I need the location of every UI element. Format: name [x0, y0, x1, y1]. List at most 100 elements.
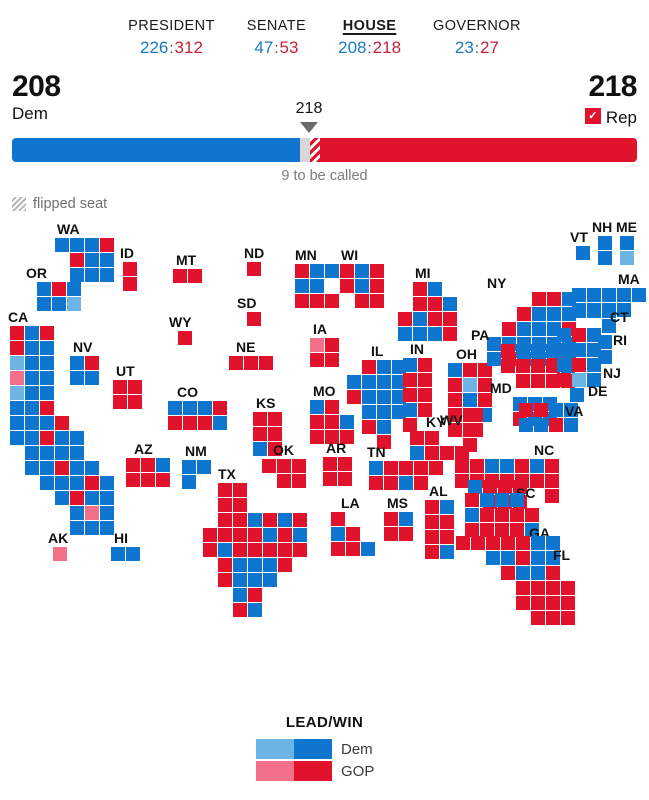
seat-square[interactable] [347, 390, 361, 404]
seat-square[interactable] [516, 551, 530, 565]
seat-square[interactable] [361, 542, 375, 556]
seat-square[interactable] [418, 388, 432, 402]
seat-square[interactable] [399, 476, 413, 490]
seat-square[interactable] [37, 282, 51, 296]
seat-square[interactable] [448, 378, 462, 392]
seat-square[interactable] [40, 461, 54, 475]
seat-square[interactable] [70, 431, 84, 445]
seat-square[interactable] [10, 401, 24, 415]
seat-square[interactable] [100, 238, 114, 252]
seat-square[interactable] [516, 566, 530, 580]
seat-square[interactable] [478, 378, 492, 392]
seat-square[interactable] [377, 420, 391, 434]
seat-square[interactable] [53, 547, 67, 561]
seat-square[interactable] [156, 473, 170, 487]
seat-square[interactable] [233, 543, 247, 557]
seat-square[interactable] [547, 307, 561, 321]
seat-square[interactable] [40, 446, 54, 460]
seat-square[interactable] [331, 527, 345, 541]
seat-square[interactable] [40, 416, 54, 430]
seat-square[interactable] [218, 558, 232, 572]
seat-square[interactable] [572, 304, 586, 318]
seat-square[interactable] [495, 493, 509, 507]
seat-square[interactable] [126, 547, 140, 561]
seat-square[interactable] [617, 303, 631, 317]
seat-square[interactable] [55, 461, 69, 475]
seat-square[interactable] [40, 356, 54, 370]
seat-square[interactable] [478, 393, 492, 407]
seat-square[interactable] [377, 390, 391, 404]
seat-square[interactable] [369, 476, 383, 490]
seat-square[interactable] [100, 491, 114, 505]
seat-square[interactable] [534, 403, 548, 417]
seat-square[interactable] [425, 500, 439, 514]
seat-square[interactable] [545, 459, 559, 473]
seat-square[interactable] [263, 543, 277, 557]
seat-square[interactable] [173, 269, 187, 283]
seat-square[interactable] [425, 545, 439, 559]
seat-square[interactable] [323, 472, 337, 486]
seat-square[interactable] [557, 343, 571, 357]
seat-square[interactable] [295, 264, 309, 278]
seat-square[interactable] [70, 506, 84, 520]
race-tab-senate[interactable]: SENATE 47:53 [247, 18, 306, 58]
seat-square[interactable] [485, 459, 499, 473]
seat-square[interactable] [557, 358, 571, 372]
seat-square[interactable] [25, 431, 39, 445]
seat-square[interactable] [428, 282, 442, 296]
seat-square[interactable] [277, 474, 291, 488]
seat-square[interactable] [501, 359, 515, 373]
seat-square[interactable] [168, 416, 182, 430]
seat-square[interactable] [517, 307, 531, 321]
seat-square[interactable] [410, 431, 424, 445]
seat-square[interactable] [369, 461, 383, 475]
seat-square[interactable] [70, 253, 84, 267]
seat-square[interactable] [10, 431, 24, 445]
seat-square[interactable] [399, 512, 413, 526]
seat-square[interactable] [277, 459, 291, 473]
seat-square[interactable] [500, 459, 514, 473]
seat-square[interactable] [126, 458, 140, 472]
seat-square[interactable] [440, 446, 454, 460]
seat-square[interactable] [355, 294, 369, 308]
seat-square[interactable] [218, 573, 232, 587]
seat-square[interactable] [310, 279, 324, 293]
seat-square[interactable] [218, 513, 232, 527]
seat-square[interactable] [546, 566, 560, 580]
seat-square[interactable] [495, 523, 509, 537]
seat-square[interactable] [25, 401, 39, 415]
seat-square[interactable] [67, 297, 81, 311]
race-tab-president[interactable]: PRESIDENT 226:312 [128, 18, 215, 58]
seat-square[interactable] [362, 360, 376, 374]
seat-square[interactable] [362, 420, 376, 434]
seat-square[interactable] [203, 528, 217, 542]
seat-square[interactable] [561, 596, 575, 610]
seat-square[interactable] [292, 474, 306, 488]
seat-square[interactable] [295, 279, 309, 293]
seat-square[interactable] [384, 461, 398, 475]
seat-square[interactable] [413, 282, 427, 296]
seat-square[interactable] [244, 356, 258, 370]
seat-square[interactable] [40, 386, 54, 400]
seat-square[interactable] [546, 551, 560, 565]
seat-square[interactable] [325, 415, 339, 429]
seat-square[interactable] [85, 461, 99, 475]
seat-square[interactable] [576, 246, 590, 260]
seat-square[interactable] [218, 543, 232, 557]
seat-square[interactable] [55, 431, 69, 445]
seat-square[interactable] [338, 472, 352, 486]
seat-square[interactable] [113, 395, 127, 409]
seat-square[interactable] [310, 338, 324, 352]
seat-square[interactable] [515, 459, 529, 473]
seat-square[interactable] [510, 493, 524, 507]
seat-square[interactable] [530, 459, 544, 473]
seat-square[interactable] [531, 536, 545, 550]
seat-square[interactable] [546, 536, 560, 550]
seat-square[interactable] [233, 513, 247, 527]
seat-square[interactable] [67, 282, 81, 296]
seat-square[interactable] [455, 474, 469, 488]
seat-square[interactable] [247, 312, 261, 326]
seat-square[interactable] [25, 341, 39, 355]
seat-square[interactable] [463, 363, 477, 377]
seat-square[interactable] [483, 480, 497, 494]
